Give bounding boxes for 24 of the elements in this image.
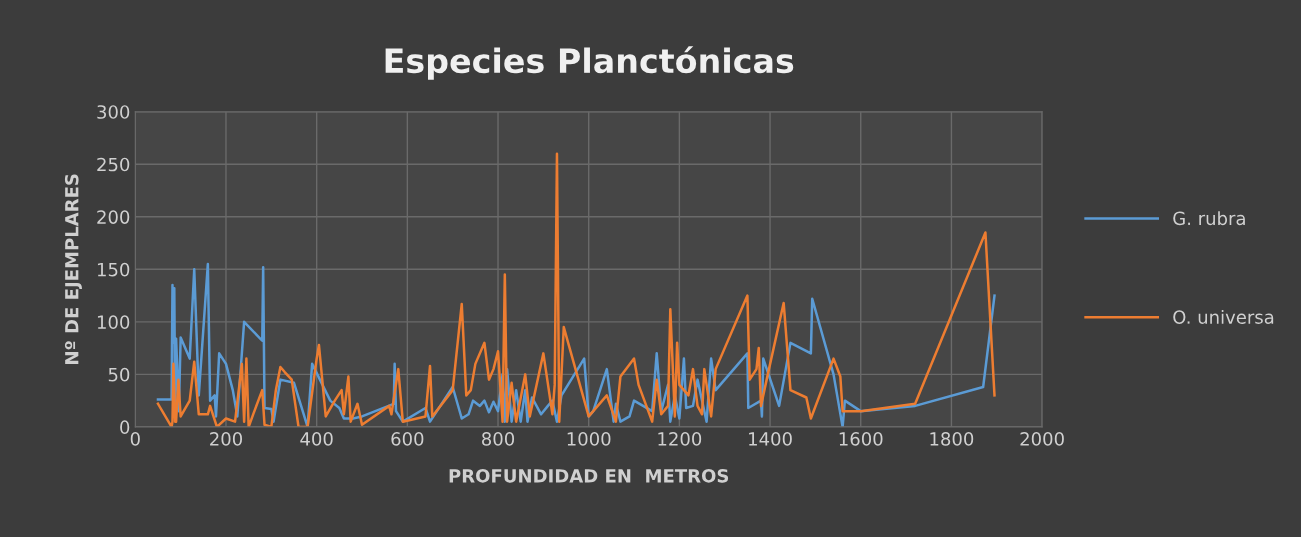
legend-label: O. universa (1173, 309, 1274, 324)
x-tick-label: 400 (300, 432, 333, 446)
x-axis-title: PROFUNDIDAD EN METROS (449, 469, 729, 483)
x-tick-label: 1200 (658, 432, 702, 446)
line-series (156, 152, 996, 427)
y-axis-title: Nº DE EJEMPLARES (64, 174, 82, 364)
y-tick-label: 250 (97, 157, 130, 172)
legend-label: G. rubra (1173, 211, 1245, 226)
y-tick-label: 300 (97, 105, 130, 119)
y-tick-label: 200 (97, 210, 130, 224)
x-tick-label: 2000 (1020, 432, 1064, 446)
x-tick-label: 600 (391, 432, 424, 446)
x-tick-label: 1400 (749, 432, 792, 446)
y-tick-label: 150 (97, 262, 130, 277)
x-tick-label: 1800 (930, 432, 974, 446)
x-tick-label: 800 (482, 432, 515, 446)
chart-title: Especies Planctónicas (385, 46, 794, 80)
x-tick-label: 0 (130, 432, 140, 446)
y-tick-label: 50 (108, 367, 130, 382)
x-tick-label: 1000 (567, 432, 611, 446)
y-tick-label: 0 (120, 420, 130, 435)
x-tick-label: 200 (210, 432, 243, 446)
x-tick-label: 1600 (839, 432, 883, 446)
y-tick-label: 100 (97, 315, 130, 329)
